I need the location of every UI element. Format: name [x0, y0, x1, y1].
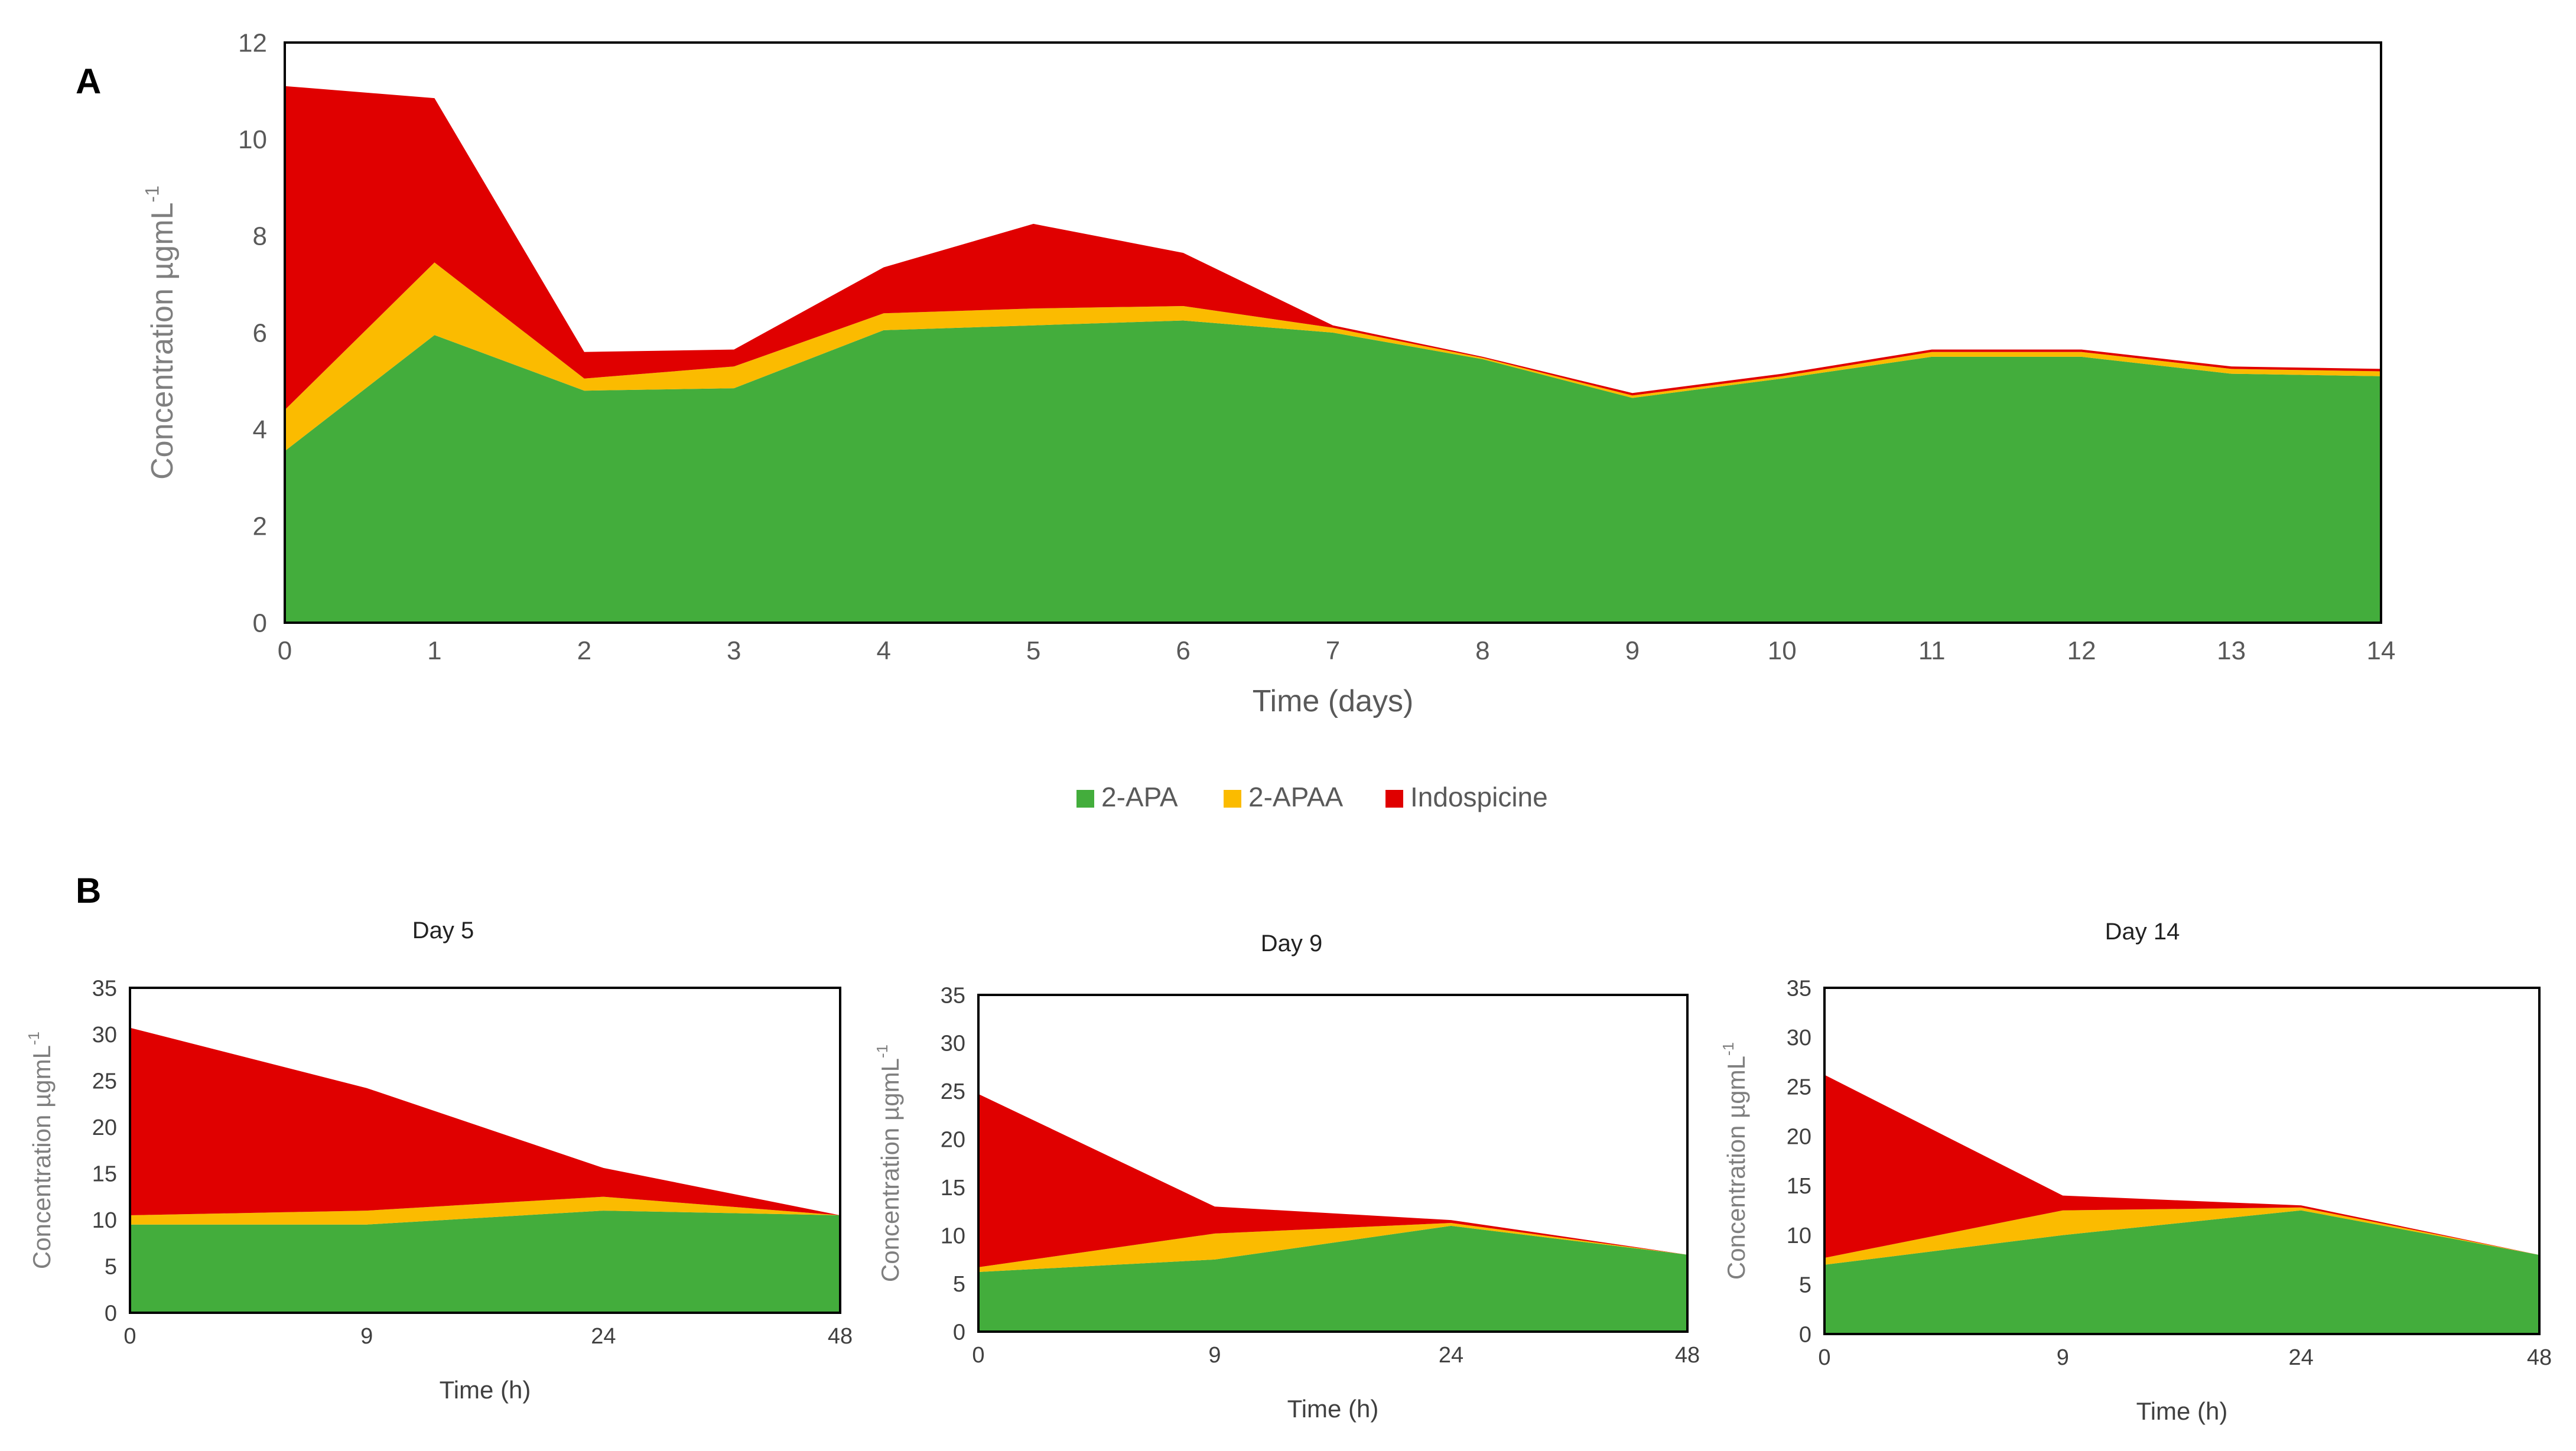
chart-b2-y-tick-label: 0 — [953, 1320, 965, 1345]
chart-b3-title: Day 14 — [2105, 919, 2180, 945]
legend-label-2-apaa: 2-APAA — [1248, 782, 1344, 812]
chart-b2: Day 9 0 5 10 15 20 25 30 35 0 9 24 48 Time (h) Concen… — [873, 931, 1700, 1423]
chart-b3-area-2-apa — [1824, 1210, 2539, 1334]
chart-b1-y-tick-label: 25 — [92, 1069, 117, 1094]
chart-b1-x-tick-label: 24 — [591, 1324, 616, 1349]
chart-b2-x-axis-label: Time (h) — [1287, 1395, 1379, 1423]
chart-a-y-tick-label: 2 — [253, 512, 267, 541]
chart-a-y-axis-label: Concentration µgmL-1 — [142, 186, 180, 480]
chart-a-x-tick-label: 11 — [1918, 636, 1946, 665]
chart-b1-title: Day 5 — [412, 918, 474, 944]
chart-b1-x-axis-label: Time (h) — [440, 1376, 531, 1404]
chart-b2-y-tick-label: 15 — [941, 1176, 965, 1201]
chart-b2-x-tick-label: 24 — [1439, 1343, 1463, 1368]
chart-b1: Day 5 0 5 10 15 20 25 30 35 0 9 24 48 Time (h) Concen… — [25, 918, 853, 1404]
chart-b3-y-tick-label: 15 — [1787, 1174, 1811, 1199]
chart-a-x-axis-label: Time (days) — [1253, 684, 1414, 718]
chart-b1-y-tick-label: 35 — [92, 976, 117, 1001]
chart-b3-y-tick-label: 30 — [1787, 1026, 1811, 1050]
chart-b3-x-tick-label: 24 — [2289, 1345, 2314, 1370]
chart-b3-y-tick-label: 35 — [1787, 976, 1811, 1001]
chart-a-y-tick-label: 0 — [253, 609, 267, 637]
chart-b1-area-2-apaa — [130, 1196, 840, 1225]
chart-b3-x-axis-label: Time (h) — [2136, 1397, 2228, 1425]
chart-b2-area-2-apaa — [978, 1223, 1687, 1272]
chart-b1-area-indospicine — [130, 1027, 840, 1215]
chart-b2-y-tick-label: 20 — [941, 1128, 965, 1153]
chart-a-x-tick-label: 12 — [2067, 636, 2096, 665]
chart-a-area-2-apaa — [285, 262, 2381, 451]
chart-b1-plot-frame — [129, 987, 841, 1314]
chart-a-x-tick-label: 2 — [577, 636, 591, 665]
legend-swatch-2-apaa — [1224, 790, 1241, 808]
legend-swatch-2-apa — [1076, 790, 1094, 808]
chart-a-x-tick-label: 8 — [1475, 636, 1489, 665]
chart-b2-x-tick-label: 48 — [1675, 1343, 1700, 1368]
chart-b1-area-2-apa — [130, 1211, 840, 1313]
chart-b3-y-tick-label: 25 — [1787, 1075, 1811, 1100]
chart-a-x-tick-label: 13 — [2217, 636, 2246, 665]
chart-b3-y-tick-label: 10 — [1787, 1224, 1811, 1248]
chart-b3: Day 14 0 5 10 15 20 25 30 35 0 9 24 48 Time (h) Conce… — [1719, 919, 2552, 1425]
chart-b3-x-tick-label: 9 — [2057, 1345, 2069, 1370]
chart-b2-title: Day 9 — [1261, 931, 1323, 957]
chart-a-x-tick-label: 6 — [1176, 636, 1190, 665]
legend-label-2-apa: 2-APA — [1101, 782, 1178, 812]
chart-b1-y-tick-label: 20 — [92, 1115, 117, 1140]
legend: 2-APA 2-APAA Indospicine — [1076, 782, 1548, 812]
chart-b1-y-tick-label: 5 — [105, 1255, 117, 1280]
legend-label-indospicine: Indospicine — [1410, 782, 1548, 812]
chart-b2-area-2-apa — [978, 1225, 1687, 1332]
chart-a-area-2-apa — [285, 320, 2381, 623]
chart-a-area-indospicine — [285, 86, 2381, 410]
chart-a-x-tick-label: 10 — [1768, 636, 1797, 665]
chart-b2-y-tick-label: 35 — [941, 983, 965, 1008]
chart-b1-y-tick-label: 10 — [92, 1208, 117, 1233]
chart-b3-area-2-apaa — [1824, 1207, 2539, 1265]
chart-b2-x-tick-label: 9 — [1208, 1343, 1221, 1368]
chart-a-x-tick-label: 9 — [1625, 636, 1640, 665]
chart-a-x-tick-label: 1 — [427, 636, 441, 665]
chart-a-x-tick-label: 0 — [278, 636, 292, 665]
chart-b1-y-tick-label: 0 — [105, 1301, 117, 1326]
chart-b2-plot-frame — [977, 994, 1689, 1333]
chart-a-y-tick-label: 12 — [238, 28, 267, 57]
chart-b2-y-tick-label: 10 — [941, 1224, 965, 1248]
chart-a-x-tick-label: 14 — [2367, 636, 2396, 665]
chart-a-y-tick-label: 8 — [253, 222, 267, 251]
chart-b3-x-tick-label: 0 — [1818, 1345, 1830, 1370]
chart-b2-y-tick-label: 30 — [941, 1032, 965, 1056]
chart-b1-y-tick-label: 30 — [92, 1023, 117, 1047]
chart-b1-y-tick-label: 15 — [92, 1162, 117, 1187]
chart-b3-y-tick-label: 0 — [1799, 1322, 1811, 1347]
chart-b1-x-tick-label: 48 — [828, 1324, 853, 1349]
chart-a-y-tick-label: 6 — [253, 318, 267, 347]
panel-label-a: A — [76, 61, 101, 101]
chart-b1-x-tick-label: 9 — [360, 1324, 373, 1349]
chart-a-y-tick-label: 10 — [238, 125, 267, 154]
chart-b2-x-tick-label: 0 — [972, 1343, 984, 1368]
chart-a-x-tick-label: 5 — [1026, 636, 1040, 665]
chart-b3-area-indospicine — [1824, 1075, 2539, 1258]
chart-b2-y-axis-label: Concentration µgmL-1 — [873, 1045, 904, 1282]
chart-b1-x-tick-label: 0 — [123, 1324, 136, 1349]
chart-a-x-tick-label: 7 — [1326, 636, 1340, 665]
chart-b2-y-tick-label: 25 — [941, 1079, 965, 1104]
chart-b3-x-tick-label: 48 — [2527, 1345, 2552, 1370]
chart-b2-y-tick-label: 5 — [953, 1272, 965, 1297]
chart-b2-area-indospicine — [978, 1094, 1687, 1267]
chart-a-plot-frame — [284, 41, 2382, 624]
chart-b3-y-axis-label: Concentration µgmL-1 — [1719, 1042, 1750, 1280]
chart-a-x-tick-label: 3 — [727, 636, 741, 665]
chart-b3-y-tick-label: 20 — [1787, 1124, 1811, 1149]
chart-b3-y-tick-label: 5 — [1799, 1273, 1811, 1298]
chart-b3-plot-frame — [1823, 987, 2541, 1335]
chart-a-y-tick-label: 4 — [253, 415, 267, 444]
legend-swatch-indospicine — [1385, 790, 1403, 808]
panel-label-b: B — [76, 871, 101, 910]
chart-a-x-tick-label: 4 — [876, 636, 890, 665]
chart-b1-y-axis-label: Concentration µgmL-1 — [25, 1032, 56, 1269]
